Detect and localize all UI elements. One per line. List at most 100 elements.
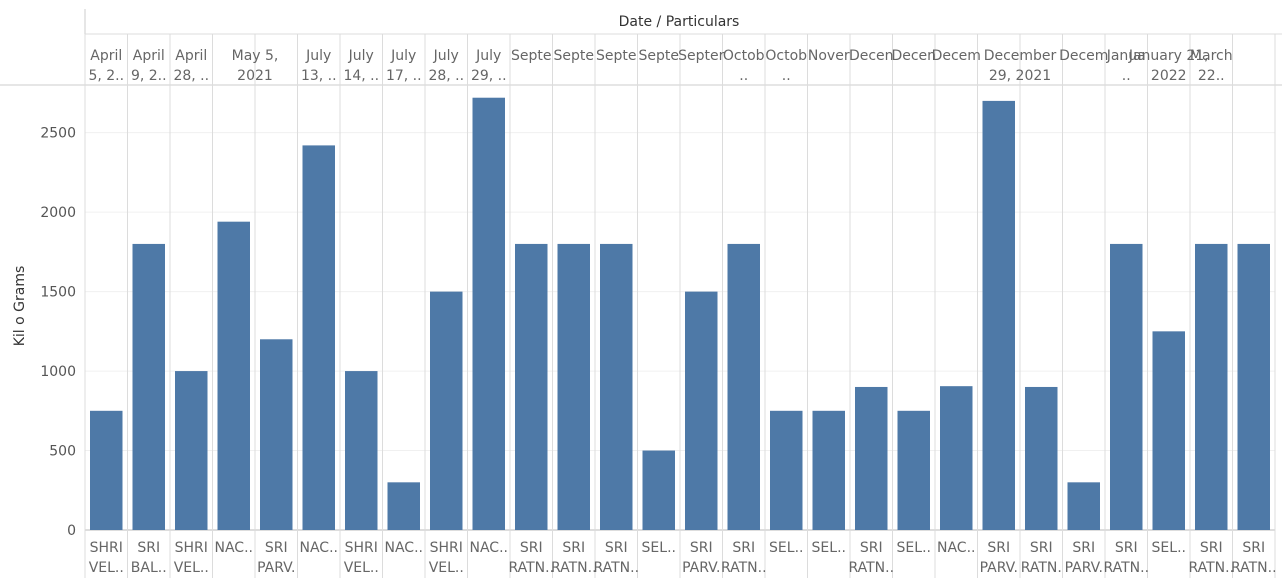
category-label: SHRI <box>175 540 208 556</box>
y-tick-label: 1000 <box>40 364 76 380</box>
bar <box>1067 482 1100 530</box>
date-label: 13, .. <box>301 68 337 84</box>
date-label: 2022 <box>1151 68 1187 84</box>
bar <box>217 221 250 530</box>
category-label: VEL.. <box>174 560 209 576</box>
category-label: RATN.. <box>1188 560 1234 576</box>
bar <box>1110 243 1143 530</box>
category-label: SRI <box>265 540 288 556</box>
category-label: SEL.. <box>812 540 846 556</box>
category-label: SRI <box>562 540 585 556</box>
bar <box>770 410 803 530</box>
bar <box>302 145 335 530</box>
bar <box>812 410 845 530</box>
bar <box>132 243 165 530</box>
bars <box>90 97 1270 531</box>
bar <box>90 410 123 530</box>
category-label: SEL.. <box>897 540 931 556</box>
category-label: SRI <box>1200 540 1223 556</box>
bar <box>600 243 633 530</box>
date-label: Janua <box>1106 48 1146 64</box>
category-label: RATN.. <box>1103 560 1149 576</box>
bar <box>1152 331 1185 530</box>
bar <box>387 482 420 530</box>
y-axis-title: Kil o Grams <box>12 266 28 347</box>
category-label: SRI <box>987 540 1010 556</box>
date-label: 2021 <box>237 68 273 84</box>
date-label: Septe <box>639 48 680 64</box>
date-label: July <box>305 48 331 64</box>
bar <box>472 97 505 530</box>
category-label: NAC.. <box>470 540 508 556</box>
category-label: SRI <box>732 540 755 556</box>
date-label: Septer <box>678 48 724 64</box>
category-label: SRI <box>1115 540 1138 556</box>
date-label: 5, 2.. <box>88 68 124 84</box>
category-label: SEL.. <box>769 540 803 556</box>
bar <box>175 371 208 530</box>
date-label: Septe <box>554 48 595 64</box>
category-label: RATN. <box>1021 560 1062 576</box>
date-headers: April 5, 2.. April 9, 2.. April 28, .. May 5, 2… <box>88 48 1232 84</box>
y-tick-label: 1500 <box>40 285 76 301</box>
category-label: NAC.. <box>300 540 338 556</box>
bar <box>897 410 930 530</box>
category-label: SEL.. <box>642 540 676 556</box>
date-label: 29, 2021 <box>989 68 1051 84</box>
date-label: 14, .. <box>343 68 379 84</box>
bar <box>1025 386 1058 530</box>
date-label: Septe <box>596 48 637 64</box>
category-label: PARV. <box>980 560 1018 576</box>
date-label: .. <box>739 68 748 84</box>
date-label: March <box>1190 48 1233 64</box>
date-label: 29, .. <box>471 68 507 84</box>
bar <box>642 450 675 530</box>
date-label: April <box>175 48 207 64</box>
category-label: RATN.. <box>551 560 597 576</box>
category-label: RATN.. <box>848 560 894 576</box>
category-label: SHRI <box>90 540 123 556</box>
bar <box>515 243 548 530</box>
category-label: VEL.. <box>344 560 379 576</box>
date-label: May 5, <box>232 48 279 64</box>
y-tick-label: 500 <box>49 444 76 460</box>
bar <box>685 291 718 530</box>
category-label: SRI <box>1072 540 1095 556</box>
date-label: Decem <box>932 48 981 64</box>
bar <box>1237 243 1270 530</box>
category-label: SRI <box>520 540 543 556</box>
category-label: PARV. <box>257 560 295 576</box>
date-label: 28, .. <box>428 68 464 84</box>
category-label: SRI <box>860 540 883 556</box>
category-label: SRI <box>1030 540 1053 556</box>
date-label: January 21, <box>1128 48 1209 64</box>
category-label: RATN.. <box>508 560 554 576</box>
date-label: December <box>984 48 1057 64</box>
category-label: NAC.. <box>385 540 423 556</box>
date-label: 9, 2.. <box>131 68 167 84</box>
bar <box>1195 243 1228 530</box>
category-label: VEL.. <box>89 560 124 576</box>
date-label: Decen <box>849 48 894 64</box>
category-label: SRI <box>137 540 160 556</box>
category-label: RATN.. <box>593 560 639 576</box>
category-label: SRI <box>605 540 628 556</box>
date-label: Nover <box>808 48 850 64</box>
bar <box>345 371 378 530</box>
column-dividers <box>84 34 1276 578</box>
date-label: July <box>433 48 459 64</box>
category-label: SHRI <box>430 540 463 556</box>
y-axis-ticks: 0 500 1000 1500 2000 2500 <box>40 126 76 539</box>
date-label: July <box>348 48 374 64</box>
category-label: PARV. <box>682 560 720 576</box>
bar <box>260 339 293 530</box>
date-label: Septe <box>511 48 552 64</box>
date-label: April <box>133 48 165 64</box>
date-label: 28, .. <box>173 68 209 84</box>
date-label: 17, .. <box>386 68 422 84</box>
date-label: Octob <box>765 48 807 64</box>
date-label: 22.. <box>1198 68 1225 84</box>
bar <box>982 100 1015 531</box>
